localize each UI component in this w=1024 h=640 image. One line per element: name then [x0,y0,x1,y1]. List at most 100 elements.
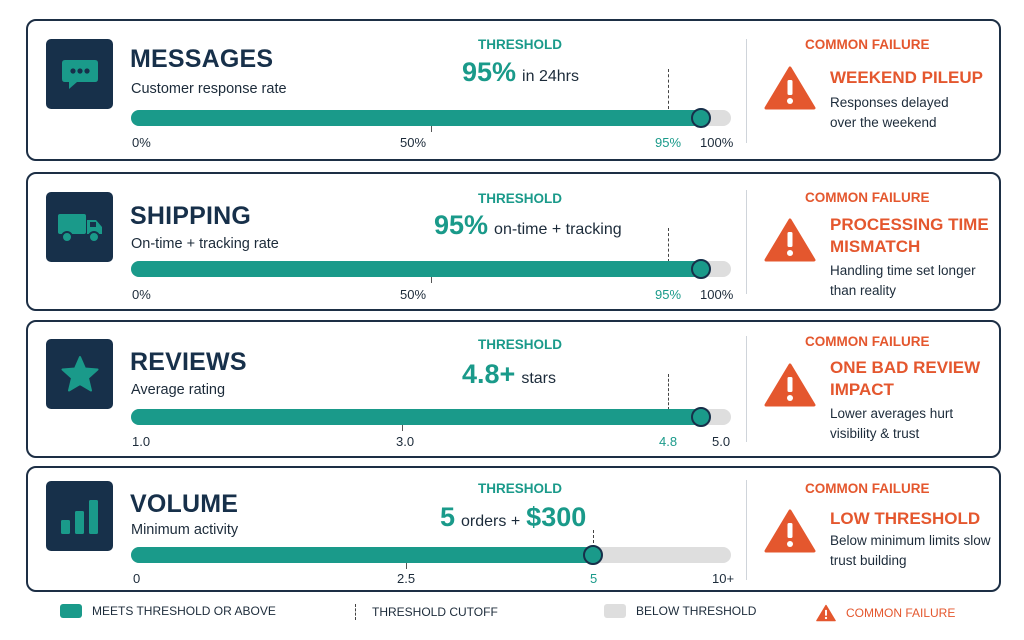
threshold-value: 5 orders + $300 [440,502,586,533]
progress-marker [691,407,711,427]
threshold-cutoff-line [668,69,669,109]
threshold-label: THRESHOLD [478,37,562,52]
legend-cutoff: THRESHOLD CUTOFF [355,604,498,620]
failure-label: COMMON FAILURE [805,190,930,205]
warning-icon [764,217,816,268]
metric-subtitle: On-time + tracking rate [131,236,279,252]
tick-label-mid: 3.0 [396,434,415,449]
divider [746,39,747,143]
bar-chart-icon [46,481,113,551]
metric-title: REVIEWS [130,348,247,376]
metric-title: VOLUME [130,490,239,518]
progress-marker [583,545,603,565]
tick-label-start: 0% [132,135,151,150]
progress-fill [131,547,593,563]
metric-subtitle: Average rating [131,382,226,398]
tick-label-mid: 2.5 [397,571,416,586]
legend-meets: MEETS THRESHOLD OR ABOVE [60,604,276,618]
threshold-value: 4.8+ stars [462,359,556,390]
teal-swatch [60,604,82,618]
progress-fill [131,110,701,126]
legend-below: BELOW THRESHOLD [604,604,756,618]
tick-label-start: 0% [132,287,151,302]
threshold-unit: on-time + tracking [494,221,622,238]
failure-description: Lower averages hurt visibility & trust [830,406,954,441]
truck-icon [46,192,113,262]
progress-bar [131,407,731,431]
failure-title: LOW THRESHOLD [830,509,981,528]
tick-label-threshold: 95% [655,287,682,302]
tick-label-end: 10+ [712,571,735,586]
star-icon [46,339,113,409]
warning-icon [764,65,816,116]
chat-bubble-icon [46,39,113,109]
bar-tick-mid [431,126,432,132]
metric-title: SHIPPING [130,202,252,230]
tick-label-threshold: 4.8 [659,434,678,449]
threshold-cutoff-line [668,374,669,410]
failure-title: WEEKEND PILEUP [830,68,984,87]
threshold-unit: stars [521,370,556,387]
threshold-unit: in 24hrs [522,68,579,85]
warning-icon [764,508,816,559]
progress-fill [131,409,701,425]
metric-subtitle: Customer response rate [131,81,287,97]
failure-description: Handling time set longer than reality [830,263,976,298]
failure-description: Responses delayed over the weekend [830,95,949,130]
failure-label: COMMON FAILURE [805,481,930,496]
progress-marker [691,108,711,128]
dashed-line-icon [355,604,356,620]
legend-meets-label: MEETS THRESHOLD OR ABOVE [92,604,276,618]
bar-tick-mid [431,277,432,283]
divider [746,190,747,294]
metric-card-messages: MESSAGES Customer response rate THRESHOL… [26,19,1001,161]
bar-tick-mid [406,563,407,569]
legend-failure-label: COMMON FAILURE [846,606,956,620]
threshold-value: 95% in 24hrs [462,57,579,88]
progress-bar [131,545,731,569]
legend-cutoff-label: THRESHOLD CUTOFF [372,605,498,619]
tick-label-mid: 50% [400,287,427,302]
gray-swatch [604,604,626,618]
threshold-number: 95% [462,57,517,87]
threshold-unit: orders + [461,513,521,530]
progress-fill [131,261,701,277]
threshold-cutoff-line [668,228,669,262]
tick-label-start: 1.0 [132,434,151,449]
tick-label-threshold: 5 [590,571,598,586]
metric-card-shipping: SHIPPING On-time + tracking rate THRESHO… [26,172,1001,311]
tick-label-end: 100% [700,287,734,302]
threshold-cutoff-line [593,530,594,548]
tick-label-start: 0 [133,571,141,586]
metric-card-volume: VOLUME Minimum activity THRESHOLD 5 order… [26,466,1001,592]
progress-bar [131,259,731,283]
threshold-number: 5 [440,502,456,532]
threshold-amount: $300 [526,502,587,532]
threshold-value: 95% on-time + tracking [434,210,622,241]
progress-bar [131,108,731,132]
threshold-label: THRESHOLD [478,337,562,352]
bar-tick-mid [402,425,403,431]
threshold-label: THRESHOLD [478,191,562,206]
threshold-label: THRESHOLD [478,481,562,496]
metric-card-reviews: REVIEWS Average rating THRESHOLD 4.8+ sta… [26,320,1001,458]
failure-label: COMMON FAILURE [805,334,930,349]
failure-title: PROCESSING TIME MISMATCH [830,215,989,256]
warning-icon [764,362,816,413]
threshold-number: 95% [434,210,489,240]
tick-label-end: 100% [700,135,734,150]
metric-title: MESSAGES [130,45,274,73]
divider [746,480,747,580]
metric-subtitle: Minimum activity [131,522,239,538]
threshold-number: 4.8+ [462,359,516,389]
warning-icon [816,604,836,622]
failure-description: Below minimum limits slow trust building [830,533,991,568]
legend-below-label: BELOW THRESHOLD [636,604,757,618]
tick-label-threshold: 95% [655,135,682,150]
tick-label-end: 5.0 [712,434,731,449]
failure-title: ONE BAD REVIEW IMPACT [830,358,981,399]
tick-label-mid: 50% [400,135,427,150]
legend: MEETS THRESHOLD OR ABOVE THRESHOLD CUTOF… [0,600,1024,626]
legend-failure: COMMON FAILURE [816,604,955,622]
divider [746,336,747,442]
